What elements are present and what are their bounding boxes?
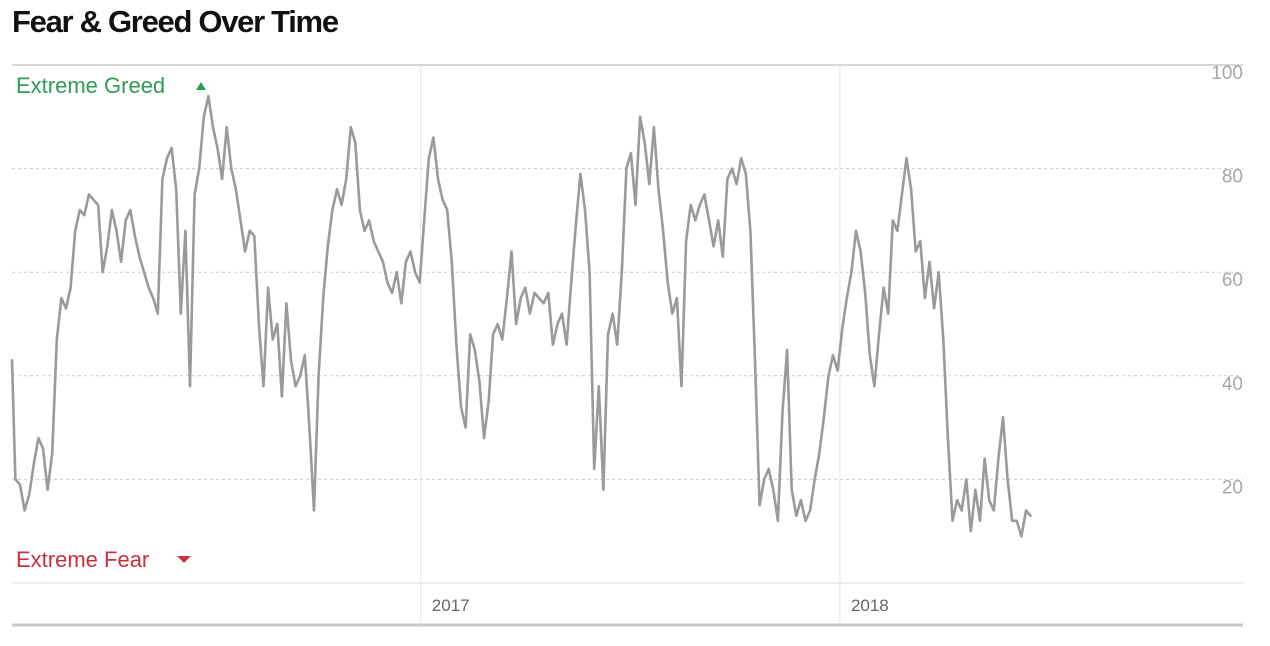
up-triangle-icon [196, 82, 206, 90]
extreme-greed-label: Extreme Greed [16, 73, 165, 98]
x-tick-label-2017: 2017 [432, 596, 470, 615]
axis-layer: 20 40 60 80 100 2017 2018 [432, 63, 1243, 615]
y-tick-label-40: 40 [1222, 374, 1243, 395]
x-tick-label-2018: 2018 [851, 596, 889, 615]
series-line-0 [10, 94, 1032, 538]
chart-title: Fear & Greed Over Time [12, 4, 339, 39]
marker-layer: Extreme Greed Extreme Fear [16, 73, 206, 572]
grid-layer [12, 64, 1243, 627]
y-tick-label-80: 80 [1222, 167, 1243, 188]
down-triangle-icon [177, 556, 191, 563]
line-layer [10, 94, 1032, 538]
extreme-fear-label: Extreme Fear [16, 547, 149, 572]
y-tick-label-60: 60 [1222, 270, 1243, 291]
y-tick-label-100: 100 [1211, 63, 1243, 84]
y-tick-label-20: 20 [1222, 477, 1243, 498]
